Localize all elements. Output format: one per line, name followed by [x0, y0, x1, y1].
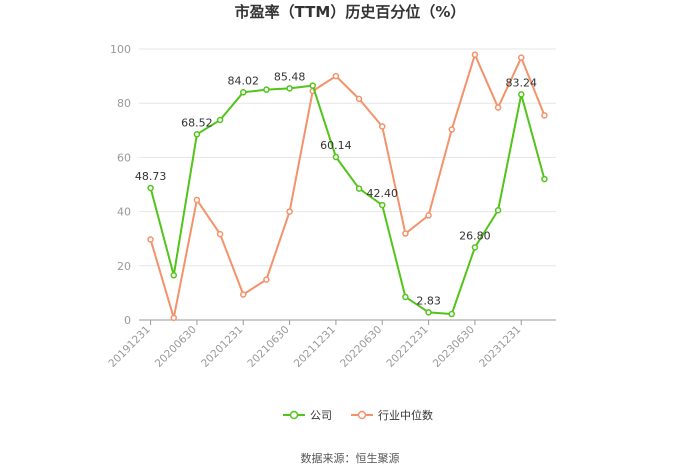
data-point — [216, 230, 224, 238]
data-point — [448, 126, 455, 133]
x-tick-label: 20220630 — [338, 324, 384, 370]
data-point — [170, 314, 177, 322]
data-label: 42.40 — [367, 187, 399, 200]
y-tick-label: 60 — [117, 151, 131, 164]
data-point — [193, 196, 201, 204]
x-axis: 20191231 20200630 20201231 20210630 20211231… — [106, 319, 556, 370]
data-point — [494, 104, 502, 111]
data-point — [518, 54, 525, 61]
x-tick-label: 20231231 — [477, 324, 523, 370]
data-point — [379, 201, 386, 209]
chart-title: 市盈率（TTM）历史百分位（%） — [235, 3, 466, 21]
x-tick-label: 20221231 — [384, 324, 430, 370]
y-tick-label: 40 — [117, 206, 131, 219]
data-point — [541, 175, 548, 183]
data-label: 83.24 — [506, 76, 538, 89]
data-point — [448, 310, 455, 318]
legend-label: 行业中位数 — [378, 408, 433, 422]
legend-label: 公司 — [310, 409, 332, 422]
data-point — [355, 185, 363, 192]
data-label: 60.14 — [320, 139, 352, 152]
series-group — [147, 51, 548, 322]
series-line-0 — [149, 84, 546, 316]
x-tick-label: 20230630 — [431, 324, 477, 370]
data-label: 26.80 — [459, 229, 491, 242]
data-point — [402, 230, 409, 237]
data-label: 85.48 — [274, 70, 306, 83]
y-tick-label: 100 — [110, 43, 131, 56]
grid-lines — [139, 48, 556, 267]
data-point — [147, 184, 154, 192]
y-tick-label: 20 — [117, 260, 131, 273]
x-tick-label: 20200630 — [153, 324, 199, 370]
data-point — [518, 91, 525, 98]
data-point — [471, 244, 479, 251]
data-point — [309, 82, 316, 89]
data-point — [332, 153, 340, 161]
data-point — [425, 212, 432, 219]
data-point — [263, 86, 270, 93]
data-labels: 48.73 68.52 84.02 85.48 60.14 42.40 2.83 26.80 8… — [135, 70, 537, 307]
data-label: 68.52 — [181, 116, 213, 129]
legend: 公司 行业中位数 — [283, 408, 433, 422]
data-label: 2.83 — [416, 294, 441, 307]
data-point — [240, 89, 247, 96]
data-point — [240, 291, 247, 298]
data-point — [379, 123, 386, 130]
legend-marker — [289, 410, 299, 420]
x-tick-label: 20210630 — [245, 324, 291, 370]
data-point — [425, 309, 432, 316]
legend-marker — [357, 410, 367, 420]
data-label: 84.02 — [228, 74, 260, 87]
data-point — [147, 236, 154, 243]
x-tick-label: 20191231 — [106, 324, 152, 370]
data-point — [332, 72, 340, 80]
y-tick-label: 0 — [124, 314, 131, 327]
y-tick-label: 80 — [117, 97, 131, 110]
data-point — [193, 131, 201, 138]
data-point — [494, 206, 502, 214]
y-axis: 0 20 40 60 80 100 — [110, 43, 131, 327]
data-point — [355, 95, 363, 103]
legend-item-1[interactable]: 行业中位数 — [351, 408, 433, 422]
x-tick-label: 20211231 — [292, 324, 338, 370]
data-point — [286, 85, 293, 92]
data-point — [216, 116, 224, 124]
legend-item-0[interactable]: 公司 — [283, 409, 332, 422]
source-note: 数据来源：恒生聚源 — [301, 451, 400, 465]
data-point — [541, 112, 548, 119]
data-point — [286, 208, 293, 215]
x-tick-label: 20201231 — [199, 324, 245, 370]
data-label: 48.73 — [135, 170, 167, 183]
data-point — [170, 272, 177, 279]
series-line-1 — [149, 53, 546, 319]
data-point — [402, 293, 409, 301]
data-point — [471, 51, 479, 58]
data-point — [263, 276, 270, 283]
